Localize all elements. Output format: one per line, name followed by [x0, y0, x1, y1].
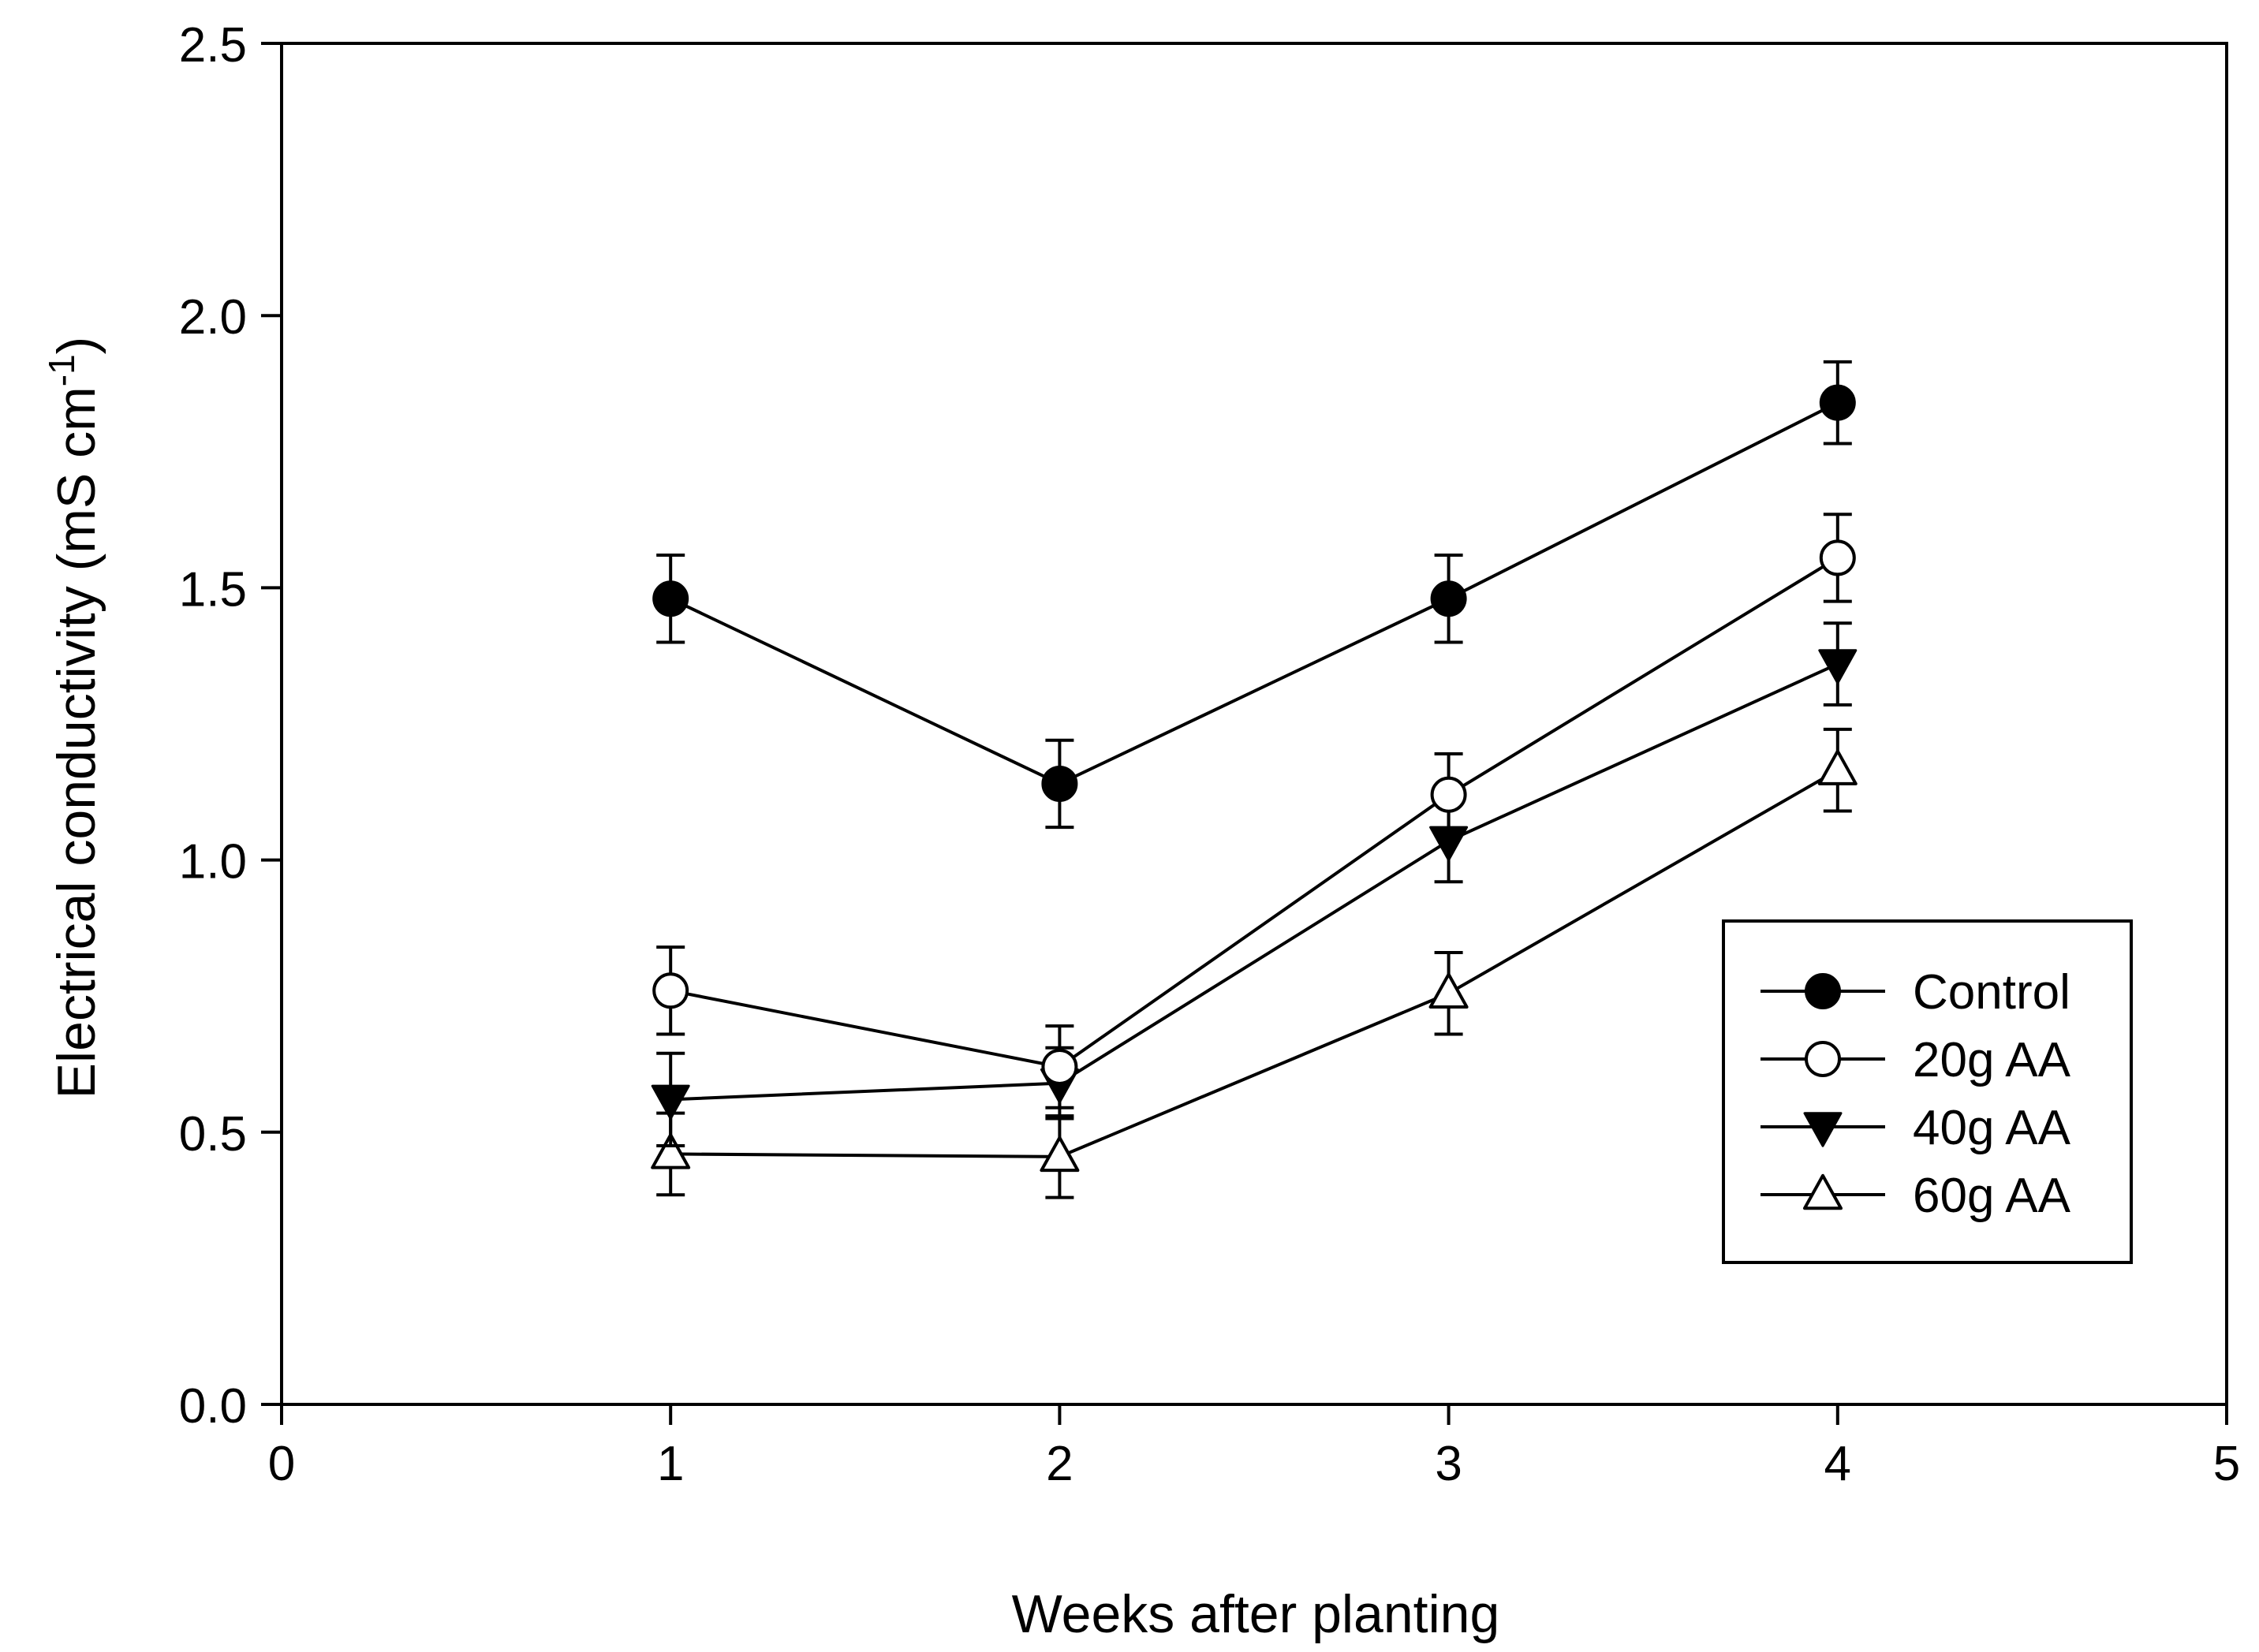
legend-label-control: Control — [1913, 965, 2070, 1020]
y-axis-label-close: ) — [47, 337, 106, 355]
plot-border — [280, 42, 2228, 1406]
data-point-60g-aa — [1040, 1136, 1080, 1173]
x-tick-label: 3 — [1435, 1437, 1462, 1491]
x-tick-label: 1 — [657, 1437, 684, 1491]
series-line-control — [670, 401, 1839, 786]
data-point-60g-aa — [1428, 972, 1469, 1009]
series-20g-aa — [652, 513, 1856, 1109]
legend-label-40g-aa: 40g AA — [1913, 1101, 2071, 1155]
data-point-20g-aa — [652, 972, 689, 1009]
y-axis-label: Electrical conductivity (mS cm-1) — [41, 337, 106, 1099]
data-point-20g-aa — [1041, 1048, 1078, 1085]
data-point-control — [652, 580, 689, 617]
series-line-20g-aa — [670, 556, 1839, 1069]
legend-label-60g-aa: 60g AA — [1913, 1169, 2071, 1223]
y-tick-label: 1.0 — [179, 835, 247, 889]
data-point-control — [1041, 765, 1078, 802]
y-tick-label: 2.5 — [179, 18, 247, 73]
data-point-20g-aa — [1819, 539, 1856, 576]
y-axis: 0.0 0.5 1.0 1.5 2.0 2.5 — [179, 18, 282, 1434]
legend-marker-60g-aa — [1803, 1173, 1843, 1210]
data-point-60g-aa — [651, 1133, 691, 1169]
series-control — [652, 360, 1856, 830]
plot-frame — [280, 42, 2228, 1406]
series-layer — [651, 360, 1858, 1199]
y-axis-label-main: Electrical conductivity (mS cm — [47, 386, 106, 1098]
legend-marker-20g-aa — [1805, 1041, 1841, 1077]
series-line-60g-aa — [670, 768, 1839, 1158]
data-point-40g-aa — [1818, 649, 1858, 684]
y-tick-label: 1.5 — [179, 562, 247, 617]
legend-marker-control — [1805, 973, 1841, 1009]
y-tick-label: 2.0 — [179, 290, 247, 345]
legend: Control 20g AA 40g AA 60g AA — [1722, 919, 2133, 1264]
x-tick-label: 5 — [2213, 1437, 2240, 1491]
x-tick-label: 0 — [268, 1437, 295, 1491]
series-line-40g-aa — [670, 662, 1839, 1102]
x-tick-label: 2 — [1046, 1437, 1073, 1491]
data-point-40g-aa — [651, 1084, 690, 1121]
data-point-20g-aa — [1430, 776, 1467, 813]
data-point-60g-aa — [1817, 749, 1858, 785]
x-axis: 0 1 2 3 4 5 — [268, 1404, 2240, 1491]
y-tick-label: 0.0 — [179, 1379, 247, 1434]
legend-box — [1722, 919, 2133, 1264]
legend-marker-40g-aa — [1803, 1112, 1843, 1147]
data-point-control — [1430, 580, 1467, 617]
x-tick-label: 4 — [1824, 1437, 1851, 1491]
y-axis-label-superscript: -1 — [41, 354, 82, 386]
y-tick-label: 0.5 — [179, 1107, 247, 1162]
x-axis-label: Weeks after planting — [1012, 1584, 1500, 1644]
legend-label-20g-aa: 20g AA — [1913, 1033, 2071, 1087]
data-point-control — [1819, 384, 1856, 421]
